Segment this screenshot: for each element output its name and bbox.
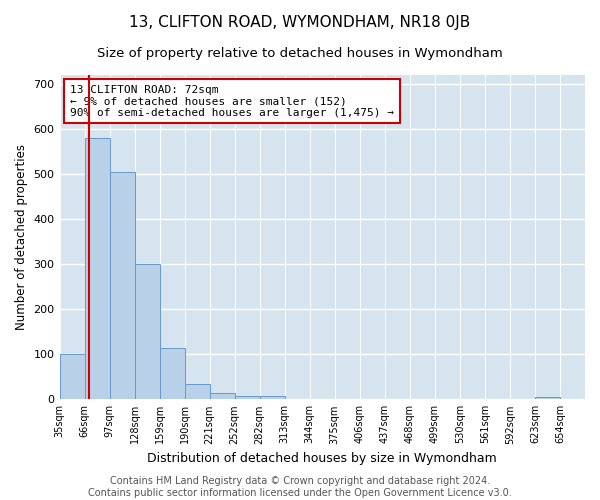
Bar [110,172,134,400]
Text: 13 CLIFTON ROAD: 72sqm
← 9% of detached houses are smaller (152)
90% of semi-det: 13 CLIFTON ROAD: 72sqm ← 9% of detached … [70,84,394,118]
Bar [160,348,185,400]
Bar [85,138,110,400]
Bar [209,392,235,400]
Bar [235,396,260,400]
Text: Size of property relative to detached houses in Wymondham: Size of property relative to detached ho… [97,48,503,60]
Y-axis label: Number of detached properties: Number of detached properties [15,144,28,330]
Text: 13, CLIFTON ROAD, WYMONDHAM, NR18 0JB: 13, CLIFTON ROAD, WYMONDHAM, NR18 0JB [130,15,470,30]
X-axis label: Distribution of detached houses by size in Wymondham: Distribution of detached houses by size … [148,452,497,465]
Text: Contains HM Land Registry data © Crown copyright and database right 2024.
Contai: Contains HM Land Registry data © Crown c… [88,476,512,498]
Bar [134,264,160,400]
Bar [535,397,560,400]
Bar [185,384,209,400]
Bar [59,354,85,400]
Bar [260,396,285,400]
